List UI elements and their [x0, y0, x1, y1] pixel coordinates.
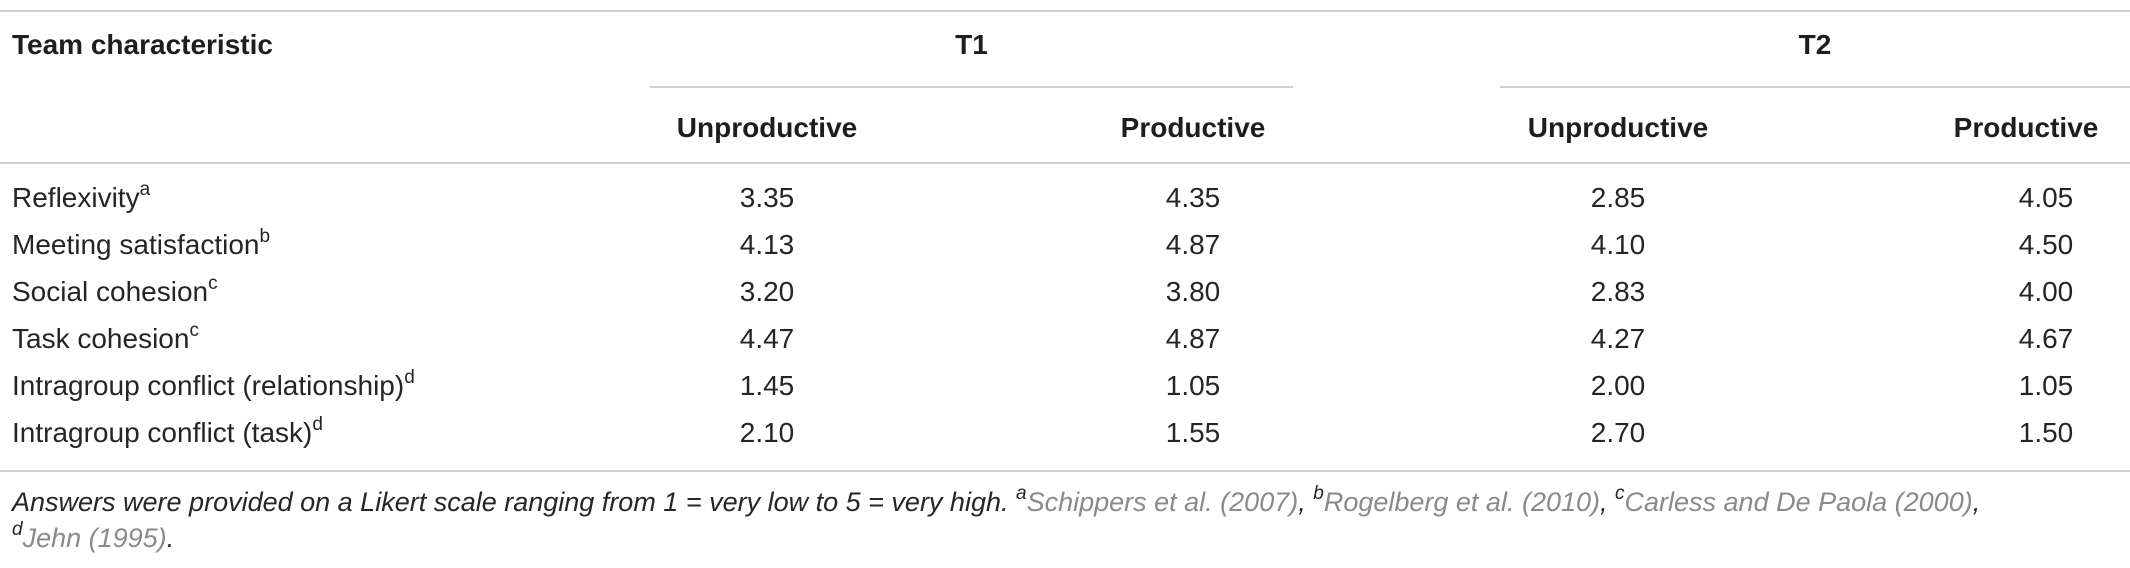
cell-t2-productive: 4.67 — [2018, 323, 2074, 354]
cell-t2-productive: 4.50 — [2018, 229, 2074, 260]
row-label: Intragroup conflict (relationship)d — [12, 366, 415, 401]
reference-link[interactable]: Schippers et al. (2007) — [1026, 487, 1299, 517]
footnote-marker: d — [312, 413, 323, 435]
row-label: Reflexivitya — [12, 178, 151, 213]
cell-t1-unproductive: 4.13 — [739, 229, 795, 260]
column-header-t1-productive: Productive — [1120, 112, 1266, 143]
footnote-marker: c — [189, 319, 199, 341]
group-rule-t2 — [1500, 86, 2130, 88]
group-rule-t1 — [650, 86, 1293, 88]
row-label: Meeting satisfactionb — [12, 225, 271, 260]
cell-t1-unproductive: 4.47 — [739, 323, 795, 354]
footnote-marker: b — [1313, 483, 1324, 504]
cell-t1-unproductive: 3.20 — [739, 276, 795, 307]
cell-t2-unproductive: 4.10 — [1590, 229, 1646, 260]
cell-t2-unproductive: 2.83 — [1590, 276, 1646, 307]
cell-t2-productive: 1.05 — [2018, 370, 2074, 401]
cell-t1-productive: 4.87 — [1165, 323, 1221, 354]
footnote-marker: c — [1615, 483, 1625, 504]
column-header-t1-unproductive: Unproductive — [676, 112, 858, 143]
footnote-marker: d — [12, 519, 23, 540]
cell-t1-unproductive: 3.35 — [739, 182, 795, 213]
reference-link[interactable]: Rogelberg et al. (2010) — [1323, 487, 1600, 517]
cell-t2-productive: 4.00 — [2018, 276, 2074, 307]
column-header-team-characteristic: Team characteristic — [12, 29, 273, 60]
group-header-t2: T2 — [1798, 29, 1832, 60]
cell-t1-unproductive: 2.10 — [739, 417, 795, 448]
table-row: Task cohesionc 4.47 4.87 4.27 4.67 — [0, 319, 2130, 368]
column-header-t2-productive: Productive — [1953, 112, 2099, 143]
cell-t2-unproductive: 4.27 — [1590, 323, 1646, 354]
cell-t2-unproductive: 2.85 — [1590, 182, 1646, 213]
table-top-rule — [0, 10, 2130, 12]
reference-link[interactable]: Carless and De Paola (2000) — [1624, 487, 1973, 517]
group-header-t1: T1 — [955, 29, 988, 60]
table-row: Intragroup conflict (relationship)d 1.45… — [0, 366, 2130, 415]
footnote-marker: a — [1016, 483, 1027, 504]
cell-t1-unproductive: 1.45 — [739, 370, 795, 401]
footnote-marker: a — [139, 178, 151, 200]
table-footnote: Answers were provided on a Likert scale … — [12, 483, 1981, 553]
reference-link[interactable]: Jehn (1995) — [22, 523, 167, 553]
table-bottom-rule — [0, 470, 2130, 472]
table-row: Intragroup conflict (task)d 2.10 1.55 2.… — [0, 413, 2130, 462]
cell-t1-productive: 4.87 — [1165, 229, 1221, 260]
footnote-marker: b — [259, 225, 271, 247]
footnote-text: Answers were provided on a Likert scale … — [12, 487, 1009, 517]
footnote-marker: d — [404, 366, 415, 388]
row-label: Social cohesionc — [12, 272, 218, 307]
header-bottom-rule — [0, 162, 2130, 164]
cell-t1-productive: 3.80 — [1165, 276, 1221, 307]
footnote-marker: c — [208, 272, 218, 294]
cell-t2-productive: 4.05 — [2018, 182, 2074, 213]
table-row: Social cohesionc 3.20 3.80 2.83 4.00 — [0, 272, 2130, 321]
cell-t1-productive: 4.35 — [1165, 182, 1221, 213]
cell-t2-unproductive: 2.70 — [1590, 417, 1646, 448]
row-label: Intragroup conflict (task)d — [12, 413, 323, 448]
row-label: Task cohesionc — [12, 319, 199, 354]
table-row: Reflexivitya 3.35 4.35 2.85 4.05 — [0, 178, 2130, 227]
cell-t2-productive: 1.50 — [2018, 417, 2074, 448]
table-row: Meeting satisfactionb 4.13 4.87 4.10 4.5… — [0, 225, 2130, 274]
cell-t1-productive: 1.55 — [1165, 417, 1221, 448]
cell-t1-productive: 1.05 — [1165, 370, 1221, 401]
cell-t2-unproductive: 2.00 — [1590, 370, 1646, 401]
column-header-t2-unproductive: Unproductive — [1527, 112, 1709, 143]
